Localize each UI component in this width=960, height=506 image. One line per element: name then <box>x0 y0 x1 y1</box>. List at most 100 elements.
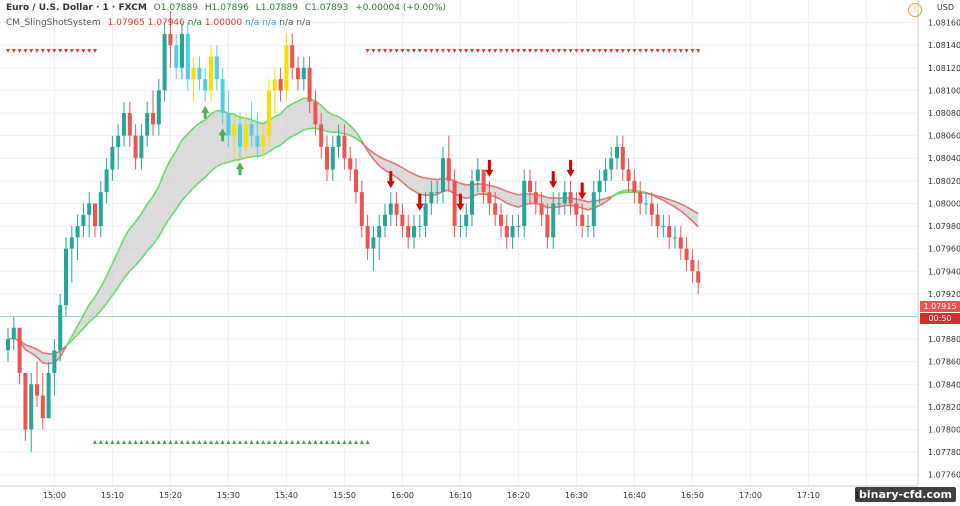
ema-fast-segment <box>494 196 502 201</box>
bear-signal-dot <box>487 49 492 53</box>
ema-slow-segment <box>407 170 415 175</box>
ema-fast-segment <box>123 228 131 239</box>
ema-slow-segment <box>239 157 247 161</box>
bear-signal-dot <box>435 49 440 53</box>
bull-signal-dot <box>336 440 341 444</box>
candle-body <box>342 135 347 159</box>
bear-signal-dot <box>464 49 469 53</box>
ema-slow-segment <box>344 132 351 137</box>
ema-slow-segment <box>384 158 392 163</box>
ema-slow-segment <box>274 144 281 149</box>
bear-signal-dot <box>638 49 643 53</box>
candle-body <box>423 203 428 227</box>
candle-body <box>203 79 208 91</box>
candle-body <box>441 158 445 193</box>
bull-signal-dot <box>185 440 190 444</box>
bear-signal-dot <box>458 49 463 53</box>
ema-fast-segment <box>82 304 90 316</box>
ema-fast-segment <box>193 122 200 129</box>
candle-body <box>551 203 556 238</box>
x-tick-label: 16:40 <box>623 491 646 500</box>
ema-band <box>8 98 699 364</box>
ema-fast-segment <box>343 120 351 127</box>
bear-signal-dot <box>632 49 637 53</box>
bear-signal-dot <box>64 49 68 53</box>
currency-label[interactable]: USD <box>936 3 954 12</box>
y-tick-label: 1.08040 <box>928 154 960 163</box>
bear-signal-dot <box>533 49 538 53</box>
symbol-title[interactable]: Euro / U.S. Dollar · 1 · FXCM <box>6 3 147 13</box>
ema-slow-segment <box>82 321 90 329</box>
candle-body <box>446 158 451 181</box>
arrow-down-signal <box>566 159 575 177</box>
indicator-name[interactable]: CM_SlingShotSystem <box>6 18 101 28</box>
bear-signal-dot <box>661 49 666 53</box>
ema-fast-segment <box>204 113 212 121</box>
bear-signal-dot <box>412 49 416 53</box>
arrow-up-signal <box>201 105 210 119</box>
ema-slow-segment <box>77 327 84 336</box>
candle-body <box>290 45 295 68</box>
bear-signal-dot <box>597 49 602 53</box>
bear-signal-dot <box>591 49 596 53</box>
bear-signal-dot <box>516 49 521 53</box>
candle-body <box>98 192 103 227</box>
ema-fast-segment <box>117 237 125 252</box>
y-tick-label: 1.08160 <box>928 19 960 28</box>
ema-fast-segment <box>326 110 334 116</box>
ema-slow-segment <box>431 178 438 181</box>
ema-fast-segment <box>338 116 345 122</box>
ema-slow-segment <box>605 195 612 200</box>
ema-fast-segment <box>163 159 172 173</box>
bear-signal-dot <box>452 49 457 53</box>
bear-signal-dot <box>40 49 45 53</box>
bull-signal-dot <box>139 440 144 444</box>
ema-fast-segment <box>645 191 653 196</box>
bear-signal-dot <box>551 49 556 53</box>
ema-fast-segment <box>257 121 264 125</box>
x-tick-label: 15:10 <box>101 491 124 500</box>
ema-slow-segment <box>419 175 426 179</box>
ema-slow-segment <box>680 203 687 208</box>
x-tick-label: 15:50 <box>333 491 356 500</box>
bear-signal-dot <box>441 49 445 53</box>
y-tick-label: 1.07760 <box>928 471 960 480</box>
y-tick-label: 1.08080 <box>928 109 960 118</box>
alert-icon[interactable]: ! <box>908 3 922 17</box>
bear-signal-dot <box>574 49 579 53</box>
ema-slow-segment <box>146 244 154 252</box>
bear-signal-dot <box>603 49 608 53</box>
bull-signal-dot <box>272 440 277 444</box>
bear-signal-dot <box>545 49 550 53</box>
bull-signal-dot <box>296 440 300 444</box>
ema-fast-segment <box>581 207 589 211</box>
candle-body <box>516 226 521 228</box>
bear-signal-dot <box>499 49 503 53</box>
arrow-down-signal <box>485 159 494 177</box>
ema-slow-segment <box>674 200 682 205</box>
bull-signal-dot <box>278 440 283 444</box>
indicator-v5: n/a n/a <box>245 18 277 28</box>
bear-signal-dot <box>377 49 382 53</box>
candle-body <box>644 203 648 205</box>
candle-body <box>197 67 202 80</box>
bull-signal-dot <box>214 440 219 444</box>
indicator-legend[interactable]: CM_SlingShotSystem 1.07965 1.07946 n/a 1… <box>6 18 311 28</box>
ema-fast-segment <box>396 176 403 183</box>
candle-body <box>406 226 411 238</box>
candle-body <box>75 226 80 238</box>
ema-fast-segment <box>378 164 386 171</box>
bull-signal-dot <box>197 440 202 444</box>
ema-slow-segment <box>105 294 114 304</box>
bull-signal-dot <box>98 440 103 444</box>
candle-body <box>620 146 625 170</box>
bear-signal-dot <box>394 49 399 53</box>
ema-slow-segment <box>187 187 195 195</box>
ema-fast-segment <box>355 131 363 142</box>
candle-body <box>6 339 10 351</box>
bear-signal-dot <box>580 49 585 53</box>
ema-fast-segment <box>251 118 258 124</box>
ema-fast-segment <box>42 362 49 365</box>
candle-body <box>255 135 260 147</box>
